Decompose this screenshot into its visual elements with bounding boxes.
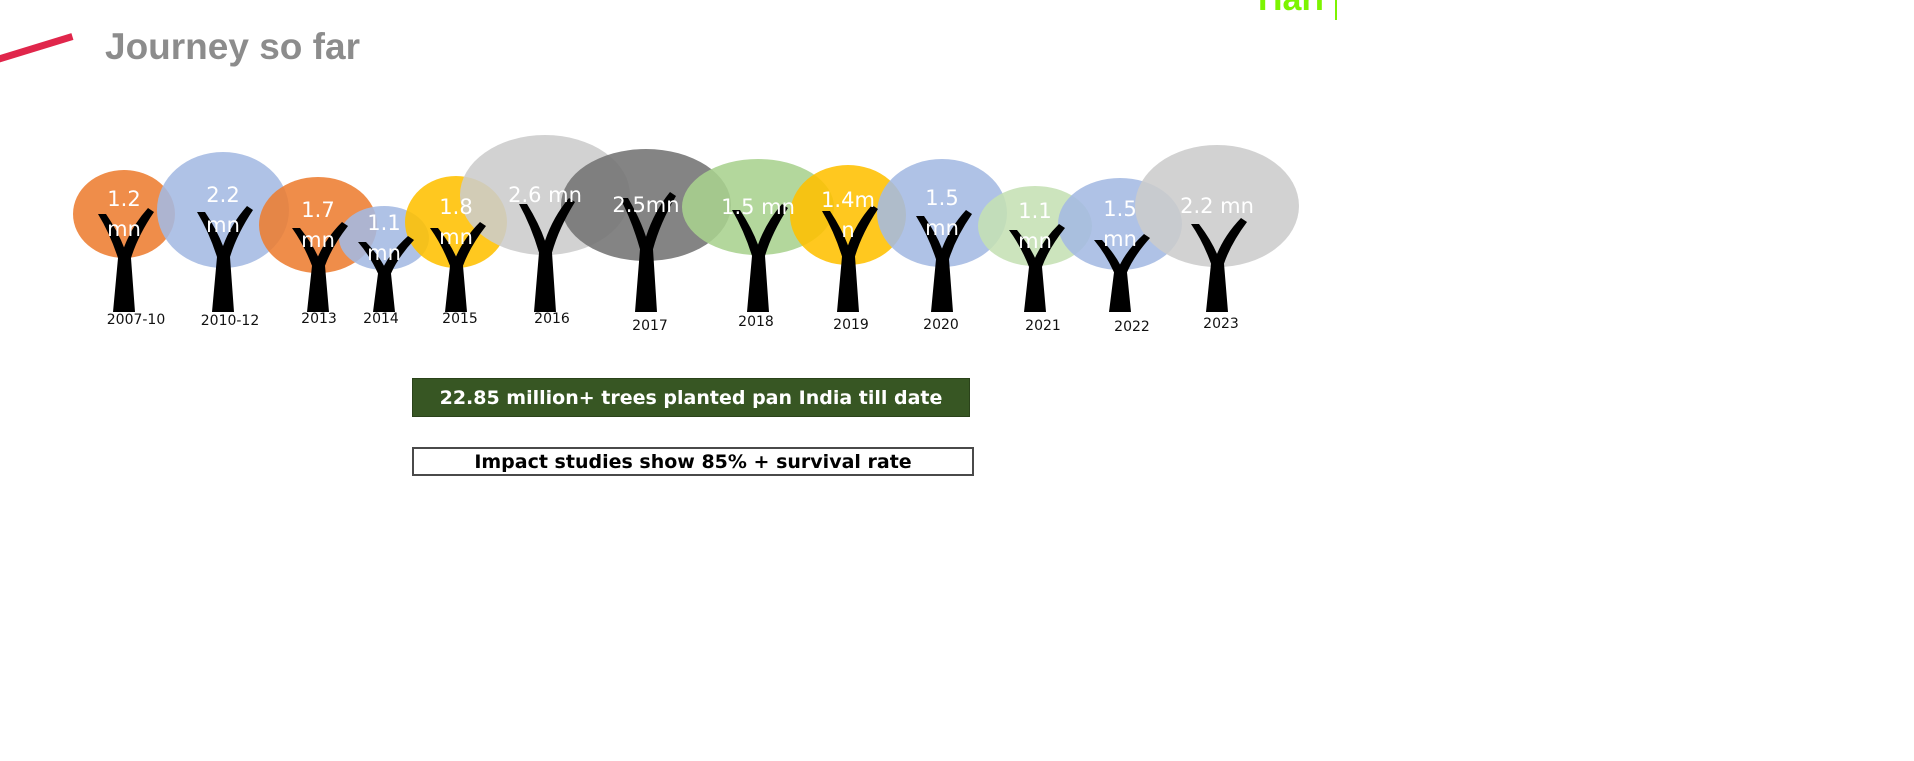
- tree-value-label: 1.5: [1103, 197, 1136, 221]
- tree-value-label: mn: [107, 217, 141, 241]
- year-label-2023: 2023: [1203, 316, 1239, 332]
- canopies: [73, 135, 1299, 273]
- tree-value-label: 1.8: [439, 195, 472, 219]
- tree-trunk-2016: [519, 198, 575, 312]
- year-label-2020: 2020: [923, 317, 959, 333]
- value-labels: 1.2 mn 2.2 mn 1.7 mn 1.1 mn 1.8 mn 2.6 mn 2.5mn 1.5 …: [107, 183, 1254, 265]
- tree-trunk-2014: [358, 236, 414, 312]
- year-label-2021: 2021: [1025, 318, 1061, 334]
- tree-trunk-2023: [1191, 218, 1247, 312]
- tree-canopy-2020: [877, 159, 1007, 267]
- tree-value-label: 2.2: [206, 183, 239, 207]
- tree-trunk-2010-12: [197, 206, 253, 312]
- tree-value-label: 1.5 mn: [721, 195, 795, 219]
- tree-value-label: mn: [1103, 227, 1137, 251]
- tree-value-label: mn: [367, 241, 401, 265]
- tree-trunk-2015: [430, 222, 486, 312]
- tree-trunk-2022: [1094, 234, 1150, 312]
- tree-value-label: 2.5mn: [612, 193, 679, 217]
- tree-canopy-2017: [561, 149, 731, 261]
- tree-value-label: mn: [206, 213, 240, 237]
- year-label-2014: 2014: [363, 311, 399, 327]
- tree-value-label: 2.6 mn: [508, 183, 582, 207]
- year-label-2016: 2016: [534, 311, 570, 327]
- tree-trunk-2020: [916, 210, 972, 312]
- year-labels: 2007-10 2010-12 2013 2014 2015 2016 2017 2018 20…: [107, 311, 1239, 335]
- total-trees-banner: 22.85 million+ trees planted pan India t…: [412, 378, 970, 417]
- tree-value-label: 1.1: [1018, 199, 1051, 223]
- year-label-2017: 2017: [632, 318, 668, 334]
- tree-value-label: 1.1: [367, 211, 400, 235]
- year-label-2007-10: 2007-10: [107, 312, 166, 328]
- page-title: Journey so far: [105, 26, 360, 67]
- tree-value-label: mn: [301, 228, 335, 252]
- tree-trunk-2007-10: [98, 208, 154, 312]
- corner-divider: [1335, 0, 1337, 20]
- tree-canopy-2007-10: [73, 170, 175, 258]
- corner-text-fragment: Hari: [1258, 0, 1324, 19]
- survival-rate-banner: Impact studies show 85% + survival rate: [412, 447, 974, 476]
- tree-canopy-2023: [1135, 145, 1299, 267]
- tree-value-label: mn: [1018, 229, 1052, 253]
- tree-canopy-2019: [790, 165, 906, 265]
- year-label-2019: 2019: [833, 317, 869, 333]
- tree-trunk-2013: [292, 222, 348, 312]
- tree-value-label: 1.7: [301, 198, 334, 222]
- year-label-2010-12: 2010-12: [201, 313, 260, 329]
- tree-value-label: mn: [925, 216, 959, 240]
- tree-trunk-2017: [620, 192, 676, 312]
- tree-value-label: 2.2 mn: [1180, 194, 1254, 218]
- tree-value-label: n: [841, 218, 854, 242]
- year-label-2018: 2018: [738, 314, 774, 330]
- year-label-2013: 2013: [301, 311, 337, 327]
- trunks: [98, 192, 1247, 312]
- tree-value-label: mn: [439, 225, 473, 249]
- tree-trunk-2019: [822, 205, 878, 312]
- tree-trunk-2021: [1009, 224, 1065, 312]
- tree-value-label: 1.5: [925, 186, 958, 210]
- tree-value-label: 1.2: [107, 187, 140, 211]
- year-label-2022: 2022: [1114, 319, 1150, 335]
- tree-value-label: 1.4m: [821, 188, 875, 212]
- year-label-2015: 2015: [442, 311, 478, 327]
- tree-canopy-2010-12: [157, 152, 289, 268]
- tree-trunk-2018: [732, 204, 788, 312]
